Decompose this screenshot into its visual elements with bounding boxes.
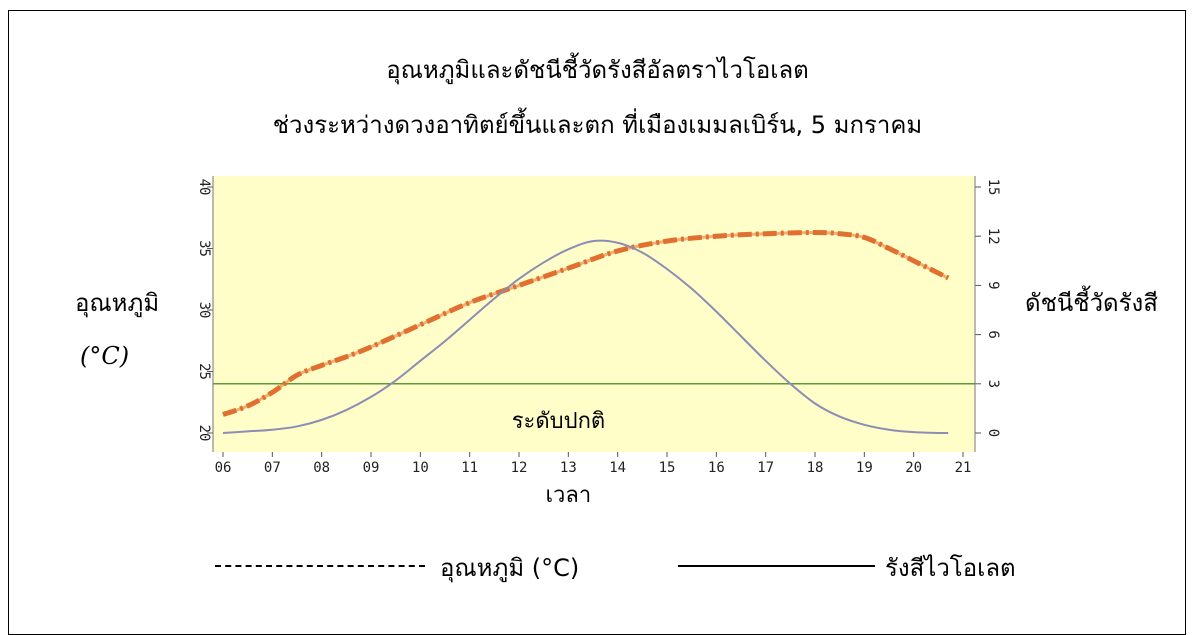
x-tick-label: 11: [461, 460, 478, 476]
plot-area: [213, 176, 975, 452]
x-tick-label: 20: [905, 460, 922, 476]
x-tick-label: 13: [560, 460, 577, 476]
y-left-axis-label: อุณหภูมิ: [75, 289, 160, 317]
chart-subtitle: ช่วงระหว่างดวงอาทิตย์ขึ้นและตก ที่เมืองเ…: [272, 111, 923, 139]
y-right-tick-label: 3: [985, 380, 1001, 388]
y-right-tick-label: 9: [985, 281, 1001, 289]
y-left-axis-unit: (°C): [80, 342, 130, 370]
legend-temperature-label: อุณหภูมิ (°C): [440, 554, 580, 582]
x-tick-label: 08: [313, 460, 330, 476]
x-tick-label: 09: [363, 460, 380, 476]
x-tick-label: 12: [511, 460, 528, 476]
legend-temperature-swatch: [215, 565, 425, 567]
x-tick-label: 16: [708, 460, 725, 476]
y-left-tick-label: 20: [196, 425, 212, 442]
x-tick-label: 07: [264, 460, 281, 476]
y-right-tick-label: 0: [985, 429, 1001, 437]
y-left-tick-label: 40: [196, 179, 212, 196]
x-axis-label: เวลา: [545, 483, 591, 508]
legend-uv-swatch: [678, 565, 875, 567]
x-tick-label: 17: [757, 460, 774, 476]
x-tick-label: 14: [609, 460, 626, 476]
normal-level-label: ระดับปกติ: [512, 409, 605, 434]
legend-uv-label: รังสีไวโอเลต: [885, 554, 1016, 582]
x-tick-label: 18: [807, 460, 824, 476]
uv-series-line: [222, 239, 949, 435]
x-tick-label: 19: [856, 460, 873, 476]
y-left-tick-label: 35: [196, 240, 212, 257]
y-right-axis-label: ดัชนีชี้วัดรังสี: [1025, 289, 1158, 317]
temperature-series-line: [222, 230, 950, 417]
y-right-tick-label: 15: [985, 179, 1001, 196]
x-tick-label: 06: [215, 460, 232, 476]
y-right-tick-label: 12: [985, 228, 1001, 245]
y-right-tick-label: 6: [985, 330, 1001, 338]
y-left-tick-label: 30: [196, 302, 212, 319]
chart-title: อุณหภูมิและดัชนีชี้วัดรังสีอัลตราไวโอเลต: [386, 56, 809, 84]
x-tick-label: 10: [412, 460, 429, 476]
y-left-tick-label: 25: [196, 363, 212, 380]
x-tick-label: 15: [659, 460, 676, 476]
x-tick-label: 21: [955, 460, 972, 476]
